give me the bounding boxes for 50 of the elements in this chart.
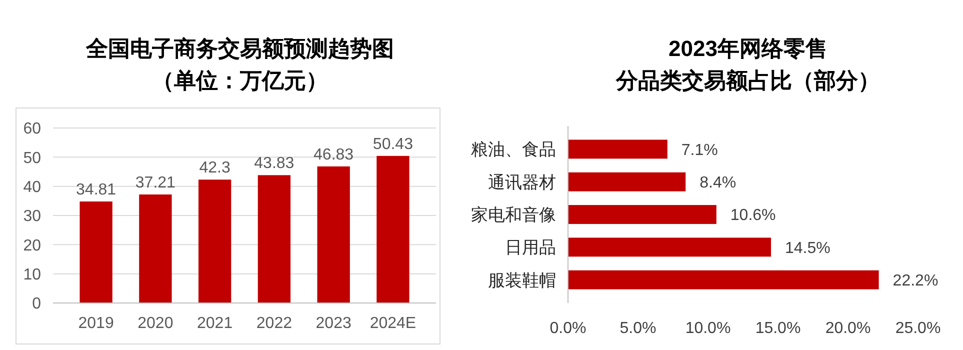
y-tick-label: 通讯器材 (488, 172, 556, 192)
chart-title: 全国电子商务交易额预测趋势图 (85, 36, 394, 61)
data-label: 8.4% (700, 174, 736, 192)
data-label: 43.83 (254, 155, 294, 172)
y-tick-label: 40 (23, 178, 42, 196)
chart-subtitle: 分品类交易额占比（部分） (615, 68, 880, 93)
data-label: 34.81 (76, 181, 116, 198)
y-tick-label: 30 (23, 208, 42, 226)
x-tick-label: 2022 (256, 315, 292, 332)
x-tick-label: 15.0% (755, 320, 801, 337)
bar (139, 194, 172, 303)
y-tick-label: 家电和音像 (471, 205, 556, 224)
x-tick-label: 0.0% (550, 320, 586, 337)
chart-subtitle: （单位：万亿元） (152, 68, 328, 93)
data-label: 10.6% (730, 207, 776, 224)
bar (568, 238, 771, 257)
x-tick-label: 5.0% (620, 320, 656, 337)
bar (568, 205, 716, 224)
y-tick-label: 日用品 (505, 238, 556, 258)
bar (568, 270, 879, 290)
y-tick-label: 50 (23, 150, 42, 167)
x-tick-label: 20.0% (825, 320, 871, 337)
x-tick-label: 2020 (138, 315, 174, 332)
y-tick-label: 服装鞋帽 (488, 270, 556, 290)
bar (317, 166, 350, 303)
bar (80, 201, 112, 303)
data-label: 7.1% (681, 142, 718, 159)
data-label: 42.3 (199, 160, 230, 177)
data-label: 37.21 (135, 174, 176, 192)
y-tick-label: 60 (23, 120, 42, 138)
bar (376, 156, 410, 303)
x-tick-label: 2023 (316, 315, 352, 332)
chart-title: 2023年网络零售 (668, 36, 828, 61)
y-tick-label: 10 (23, 266, 42, 284)
y-tick-label: 粮油、食品 (471, 140, 556, 160)
y-tick-label: 20 (23, 237, 42, 254)
bar (198, 180, 232, 303)
bar (568, 172, 686, 192)
x-tick-label: 2019 (78, 315, 114, 332)
data-label: 22.2% (892, 272, 938, 290)
y-tick-label: 0 (32, 296, 42, 313)
bar (568, 140, 668, 159)
x-tick-label: 2021 (197, 315, 233, 332)
data-label: 14.5% (785, 240, 830, 257)
x-tick-label: 10.0% (685, 320, 731, 337)
data-label: 46.83 (314, 146, 354, 164)
x-tick-label: 2024E (370, 315, 416, 332)
data-label: 50.43 (372, 136, 414, 153)
bar (258, 175, 291, 303)
x-tick-label: 25.0% (895, 320, 941, 337)
